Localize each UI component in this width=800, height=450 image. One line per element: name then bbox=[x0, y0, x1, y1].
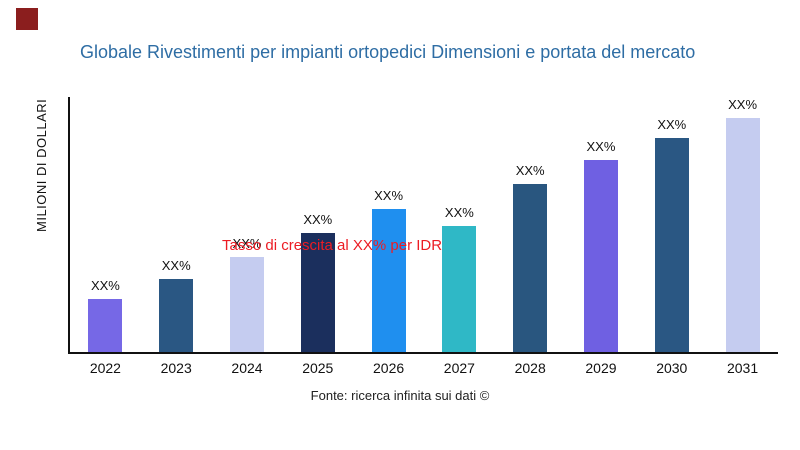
y-axis-label: MILIONI DI DOLLARI bbox=[34, 98, 49, 232]
bar-value-label: XX% bbox=[444, 204, 474, 220]
bar-2023 bbox=[159, 279, 194, 352]
x-axis-tick: 2025 bbox=[302, 360, 334, 376]
bar-column: XX% bbox=[495, 97, 566, 352]
x-axis-tick: 2028 bbox=[514, 360, 546, 376]
bar-value-label: XX% bbox=[586, 139, 616, 155]
chart-title: Globale Rivestimenti per impianti ortope… bbox=[80, 42, 696, 62]
bar-value-label: XX% bbox=[90, 277, 120, 293]
bar-column: XX% bbox=[566, 97, 637, 352]
bar-2030 bbox=[654, 138, 689, 352]
bar-column: XX% bbox=[282, 97, 353, 352]
bar-value-label: XX% bbox=[303, 212, 333, 227]
bars: XX% XX% XX% XX% XX% XX% XX% XX% XX% XX% bbox=[70, 97, 778, 352]
bar-column: XX% bbox=[707, 97, 778, 352]
bar-column: XX% bbox=[141, 97, 212, 352]
x-axis-tick: 2031 bbox=[726, 360, 759, 376]
bar-value-label: XX% bbox=[161, 258, 191, 274]
x-axis-tick: 2030 bbox=[656, 360, 688, 376]
x-axis-tick: 2026 bbox=[373, 360, 405, 376]
bar-2028 bbox=[513, 184, 548, 352]
bar-value-label: XX% bbox=[657, 117, 687, 133]
bar-column: XX% bbox=[70, 97, 141, 352]
x-axis-tick: 2027 bbox=[443, 360, 475, 376]
x-axis-tick: 2022 bbox=[89, 360, 121, 376]
bar-value-label: XX% bbox=[515, 163, 545, 179]
bar-2026 bbox=[371, 208, 406, 352]
x-axis-labels: 2022 2023 2024 2025 2026 2027 2028 2029 2030 2031 bbox=[70, 360, 778, 376]
x-axis-tick: 2023 bbox=[160, 360, 192, 376]
bar-2029 bbox=[583, 160, 618, 352]
source-text: Fonte: ricerca infinita sui dati © bbox=[310, 388, 490, 403]
bar-2027 bbox=[442, 225, 477, 352]
corner-brand-square bbox=[16, 8, 38, 30]
bar-value-label: XX% bbox=[232, 236, 262, 252]
bar-2031 bbox=[725, 118, 760, 352]
growth-rate-annotation: Tasso di crescita al XX% per IDR bbox=[222, 237, 443, 254]
x-axis-tick: 2029 bbox=[585, 360, 617, 376]
bar-value-label: XX% bbox=[374, 187, 404, 203]
bar-2022 bbox=[88, 298, 123, 352]
bar-value-label: XX% bbox=[728, 97, 758, 112]
bar-2024 bbox=[229, 257, 264, 352]
bar-column: XX% bbox=[353, 97, 424, 352]
x-axis-tick: 2024 bbox=[231, 360, 263, 376]
bar-column: XX% bbox=[424, 97, 495, 352]
bar-2025 bbox=[300, 233, 335, 352]
plot-area: XX% XX% XX% XX% XX% XX% XX% XX% XX% XX% Tasso di … bbox=[68, 97, 778, 354]
bar-column: XX% bbox=[212, 97, 283, 352]
bar-column: XX% bbox=[636, 97, 707, 352]
